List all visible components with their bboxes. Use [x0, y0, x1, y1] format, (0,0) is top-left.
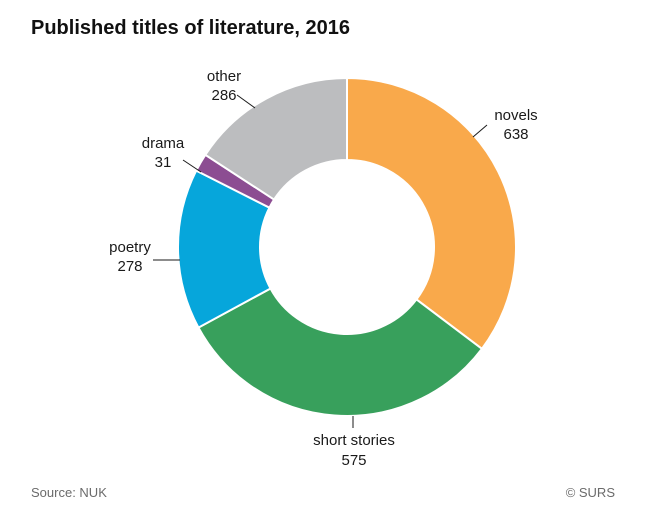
slice-novels	[346, 76, 517, 351]
chart-title: Published titles of literature, 2016	[31, 17, 350, 39]
leader-lines-group	[153, 94, 488, 428]
slice-label-short-stories: short stories	[313, 432, 395, 449]
slice-labels-group: novels 638 short stories 575 poetry 278 drama 3…	[109, 68, 538, 469]
slice-other	[203, 76, 348, 201]
leader-line-novels	[472, 124, 488, 138]
slice-label-other: other	[207, 68, 241, 85]
slice-value-short-stories: 575	[341, 452, 366, 469]
slice-short-stories	[197, 287, 484, 417]
slice-label-poetry: poetry	[109, 239, 151, 256]
slice-poetry	[177, 169, 272, 329]
donut-chart: novels 638 short stories 575 poetry 278 drama 3…	[109, 68, 538, 469]
source-note: Source: NUK	[31, 485, 107, 500]
slice-label-novels: novels	[494, 107, 537, 124]
slice-value-novels: 638	[503, 126, 528, 143]
slice-value-other: 286	[211, 87, 236, 104]
slice-label-drama: drama	[142, 135, 185, 152]
slice-value-poetry: 278	[117, 258, 142, 275]
copyright-note: © SURS	[565, 485, 615, 500]
leader-line-drama	[182, 159, 202, 173]
slices-group	[177, 76, 517, 417]
slice-value-drama: 31	[155, 154, 172, 171]
leader-line-other	[236, 94, 256, 109]
